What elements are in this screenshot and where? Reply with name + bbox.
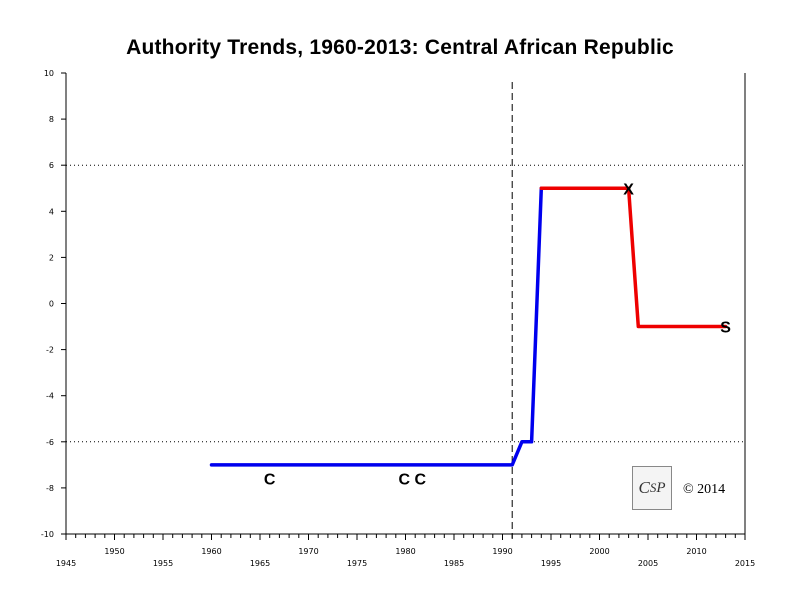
y-tick-label: 4: [49, 207, 54, 216]
chart-title: Authority Trends, 1960-2013: Central Afr…: [126, 36, 674, 59]
x-tick-label: 2005: [638, 559, 658, 568]
annotation-label: S: [720, 320, 731, 337]
x-tick-label: 1945: [56, 559, 76, 568]
annotations: C C C X S: [264, 181, 731, 488]
series-line-2: [539, 186, 728, 329]
y-tick-label: -8: [46, 484, 54, 493]
y-tick-label: 0: [49, 300, 54, 309]
x-tick-label: 1970: [298, 547, 318, 556]
annotation-label: C: [264, 472, 276, 489]
axis-ticks: 10 8 6 4 2 0 -2 -4 -6 -8 -10 1945 1950 1955 1960 1965 19…: [41, 69, 755, 568]
y-tick-label: -4: [46, 392, 54, 401]
y-tick-label: -2: [46, 346, 54, 355]
data-series: [209, 186, 728, 467]
y-tick-label: -10: [41, 530, 54, 539]
x-tick-label: 1980: [395, 547, 415, 556]
x-tick-label: 1995: [541, 559, 561, 568]
x-tick-label: 1975: [347, 559, 367, 568]
series-line-1: [209, 186, 544, 467]
x-tick-label: 1990: [492, 547, 512, 556]
y-tick-label: 6: [49, 161, 54, 170]
x-tick-label: 2015: [735, 559, 755, 568]
y-tick-label: 2: [49, 253, 54, 262]
x-tick-label: 1960: [201, 547, 221, 556]
y-tick-label: 8: [49, 115, 54, 124]
x-tick-label: 1965: [250, 559, 270, 568]
copyright-text: © 2014: [683, 482, 726, 497]
x-tick-label: 1950: [104, 547, 124, 556]
y-tick-label: -6: [46, 438, 54, 447]
x-tick-label: 1955: [153, 559, 173, 568]
annotation-label: C C: [399, 472, 427, 489]
y-tick-label: 10: [44, 69, 54, 78]
annotation-label: X: [623, 181, 634, 198]
x-tick-label: 2000: [589, 547, 609, 556]
x-tick-label: 1985: [444, 559, 464, 568]
x-tick-label: 2010: [686, 547, 706, 556]
